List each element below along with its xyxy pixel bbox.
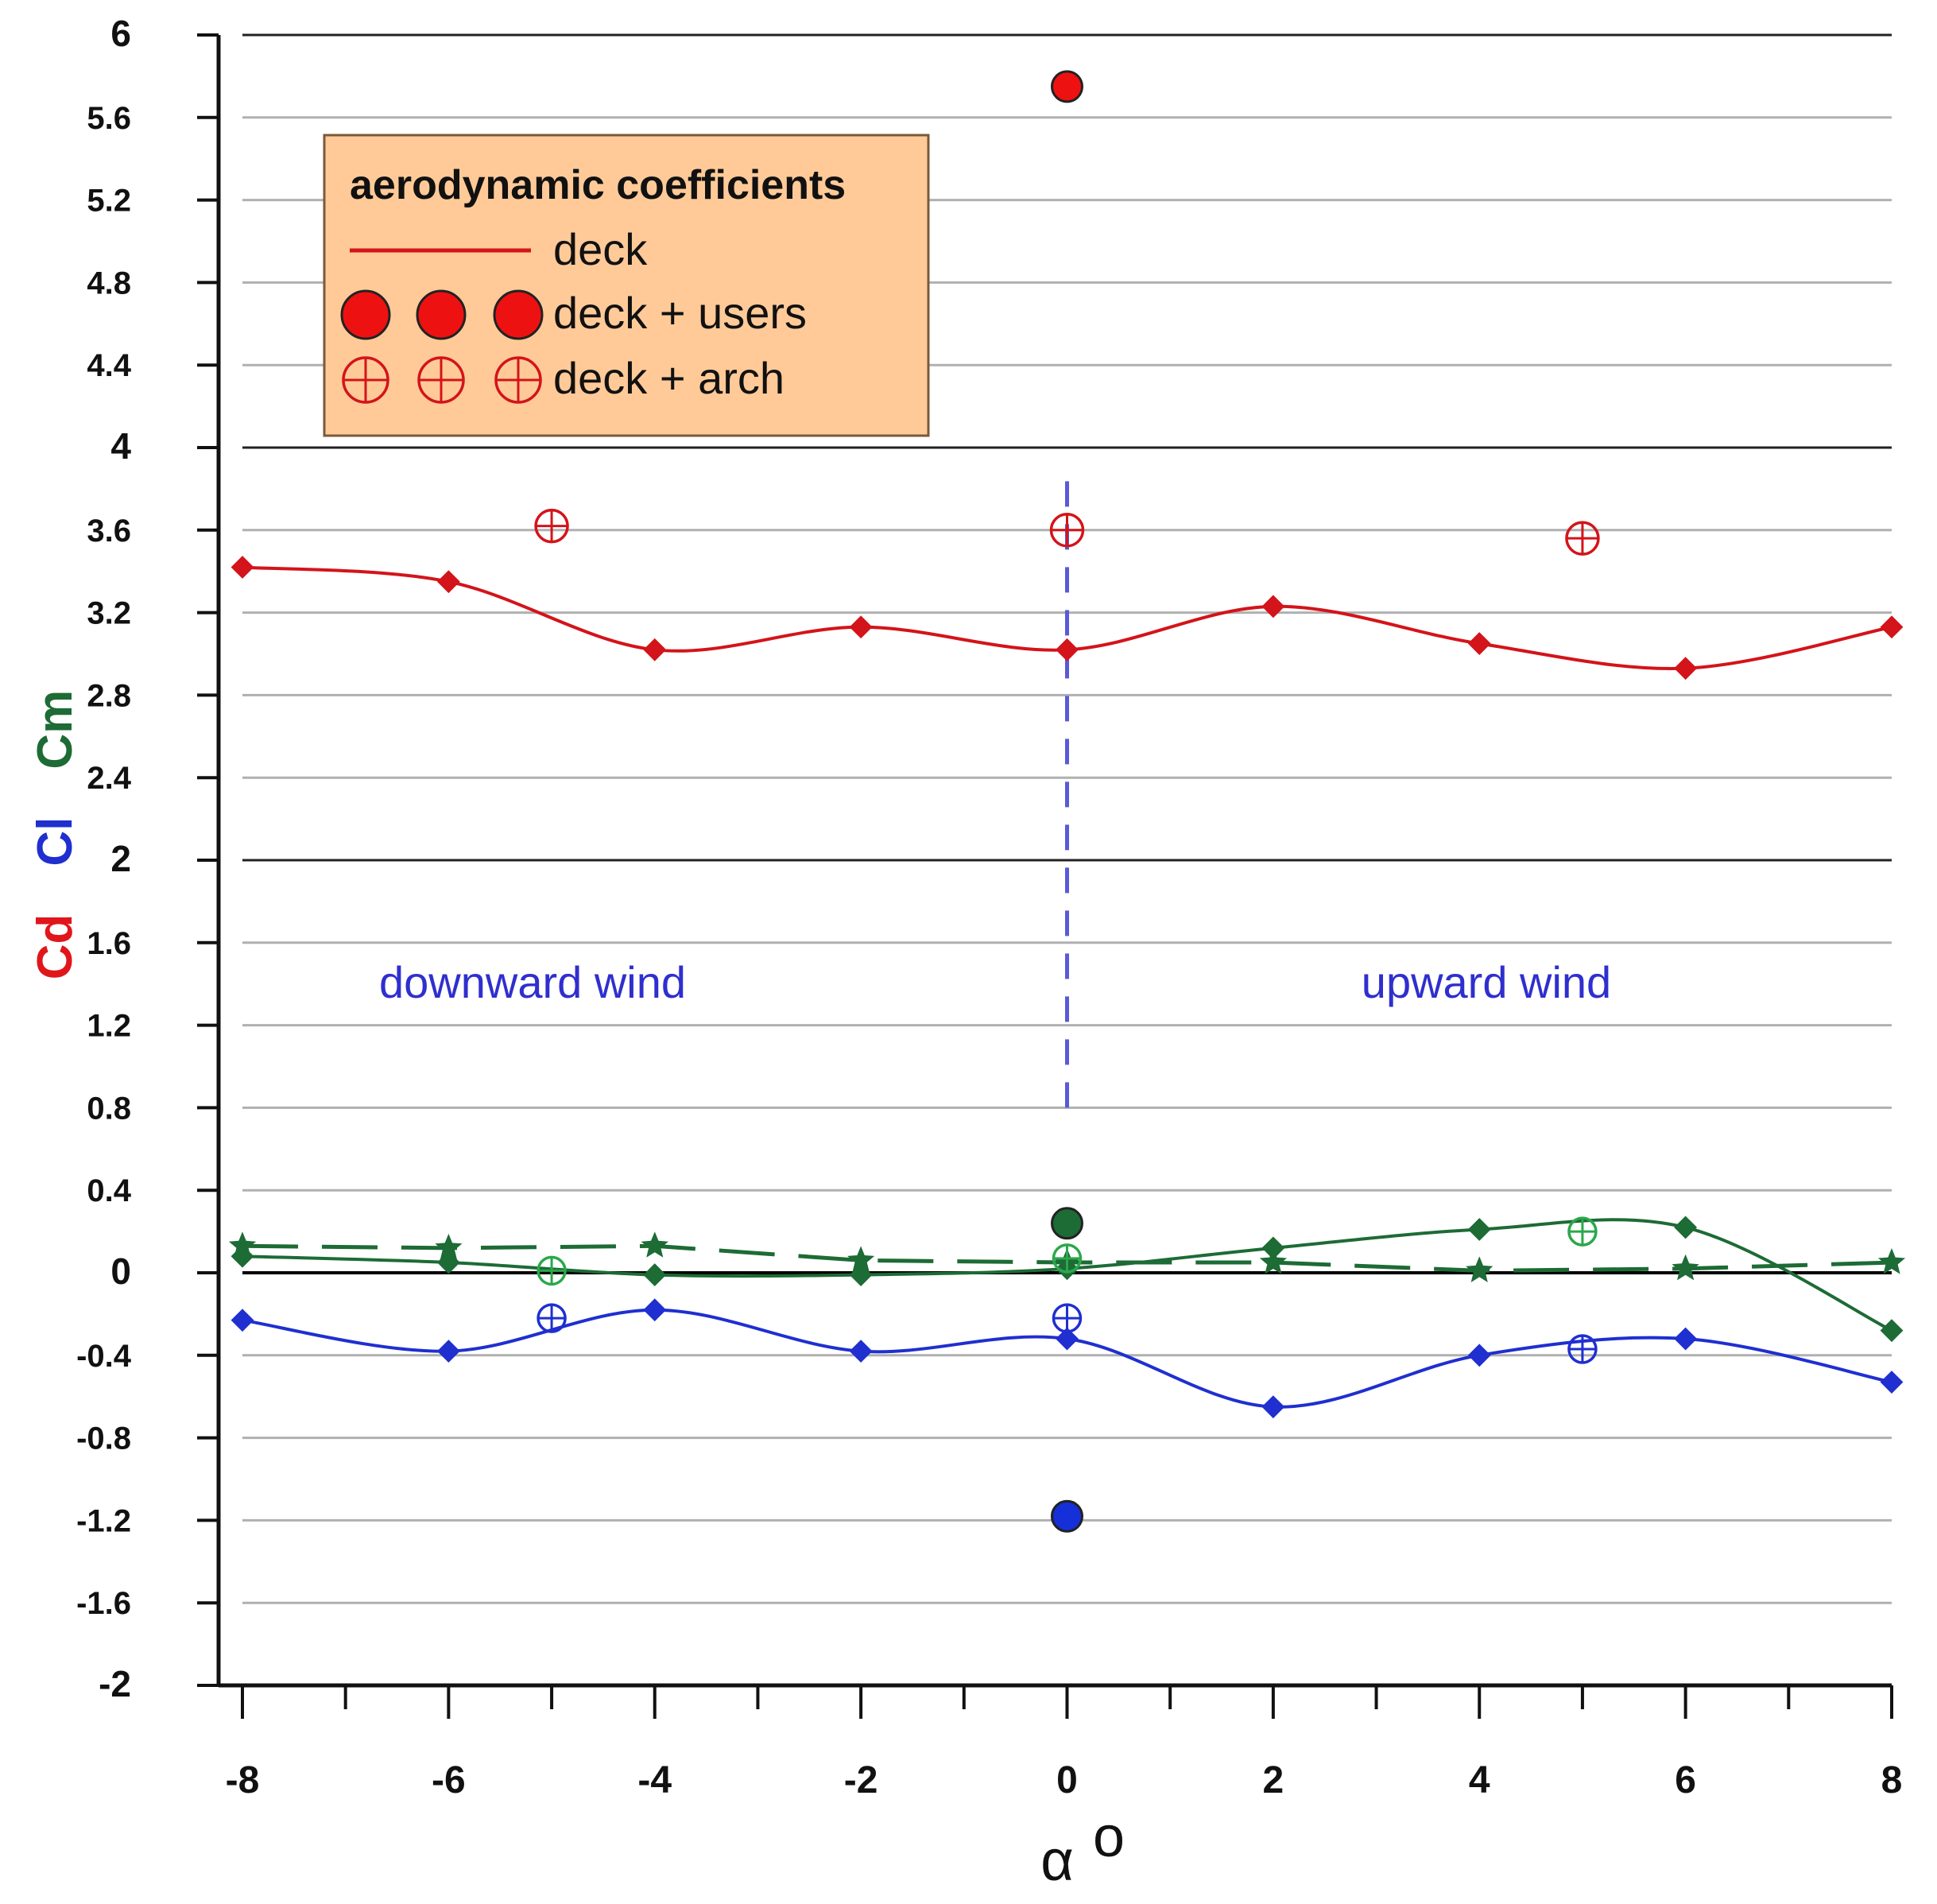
star-marker: [641, 1231, 668, 1258]
y-tick-label: 4.8: [87, 266, 131, 301]
legend-arch-marker: [494, 356, 542, 404]
legend-users-marker: [340, 289, 391, 340]
star-marker: [1877, 1248, 1906, 1274]
users-marker: [1051, 1207, 1083, 1240]
legend-arch-markers: [342, 356, 542, 404]
diamond-marker: [1056, 1327, 1079, 1351]
y-tick-label: 4.4: [87, 348, 131, 383]
y-tick-label: 2.8: [87, 678, 131, 713]
y-tick-label: 1.2: [87, 1009, 131, 1044]
diamond-marker: [436, 1340, 460, 1363]
arch-marker: [1567, 1334, 1598, 1364]
x-axis-label-sup: o: [1093, 1805, 1125, 1869]
y-tick-label: -2: [99, 1663, 131, 1704]
diamond-marker: [1880, 1371, 1904, 1394]
diamond-marker: [1880, 615, 1904, 639]
diamond-marker: [643, 1298, 667, 1322]
legend-users-marker: [416, 289, 467, 340]
extra-markers: [534, 70, 1600, 1533]
star-marker: [228, 1231, 257, 1258]
legend-entry-deck-arch: deck + arch: [553, 353, 784, 403]
y-tick-label: 2: [110, 838, 131, 879]
x-axis-label: α: [1040, 1829, 1074, 1893]
y-tick-label: 3.2: [87, 596, 131, 631]
legend: aerodynamic coefficients deck deck + use…: [323, 134, 930, 437]
diamond-marker: [1261, 1395, 1285, 1419]
users-marker: [1051, 1499, 1083, 1533]
diamond-marker: [849, 615, 873, 639]
diamond-marker: [1056, 638, 1079, 661]
diamond-marker: [849, 1340, 873, 1363]
x-tick-labels: -8 -6 -4 -2 0 2 4 6 8: [226, 1685, 1903, 1801]
x-tick-label: 6: [1675, 1759, 1696, 1801]
legend-users-markers: [340, 289, 544, 340]
y-tick-label: 2.4: [87, 761, 131, 796]
y-tick-label: -0.4: [76, 1339, 132, 1374]
diamond-marker: [1467, 1218, 1491, 1241]
users-marker: [1051, 70, 1083, 103]
legend-entry-deck: deck: [553, 224, 648, 274]
y-tick-labels: -2 -1.6 -1.2 -0.8 -0.4 0 0.4 0.8 1.2 1.6 2 2.4 2.8 3.…: [76, 13, 219, 1704]
ylabel-cm: Cm: [28, 690, 83, 770]
arch-marker: [534, 508, 569, 544]
x-tick-label: -4: [637, 1759, 672, 1801]
diamond-marker: [643, 638, 667, 661]
diamond-marker: [1467, 632, 1491, 655]
y-axis-label: Cd Cl Cm: [28, 690, 83, 980]
diamond-marker: [1880, 1319, 1904, 1343]
star-marker: [1466, 1256, 1493, 1282]
star-marker: [847, 1246, 875, 1272]
x-tick-label: -6: [432, 1759, 466, 1801]
diamond-marker: [1467, 1344, 1491, 1367]
x-tick-label: 4: [1469, 1759, 1490, 1801]
legend-arch-marker: [417, 356, 465, 404]
y-tick-label: 5.2: [87, 184, 131, 219]
y-tick-label: 4: [110, 425, 131, 467]
x-tick-label: 0: [1056, 1759, 1078, 1801]
star-marker: [435, 1233, 463, 1260]
star-marker: [1259, 1248, 1287, 1274]
ylabel-cd: Cd: [28, 914, 83, 980]
y-tick-label: -1.2: [76, 1503, 131, 1538]
legend-entry-deck-users: deck + users: [553, 288, 807, 338]
diamond-marker: [1674, 1216, 1698, 1239]
diamond-marker: [1674, 1327, 1698, 1351]
diamond-marker: [231, 556, 254, 579]
y-tick-label: 6: [110, 13, 131, 54]
star-marker: [1672, 1254, 1699, 1281]
arch-marker: [1052, 1243, 1083, 1274]
ylabel-cl: Cl: [28, 817, 83, 867]
x-tick-label: -2: [844, 1759, 878, 1801]
legend-arch-marker: [342, 356, 389, 404]
y-tick-label: 1.6: [87, 926, 131, 961]
y-tick-label: 0.4: [87, 1173, 131, 1208]
diamond-marker: [436, 570, 460, 594]
arch-marker: [537, 1303, 567, 1333]
arch-marker: [1567, 1216, 1598, 1247]
diamond-marker: [231, 1309, 254, 1332]
diamond-marker: [1261, 595, 1285, 619]
x-tick-label: 8: [1881, 1759, 1903, 1801]
y-tick-label: -1.6: [76, 1586, 131, 1621]
diamond-marker: [1674, 657, 1698, 681]
arch-marker: [537, 1255, 567, 1286]
annotation-upward: upward wind: [1362, 957, 1611, 1007]
legend-title: aerodynamic coefficients: [350, 162, 846, 208]
diamond-marker: [643, 1263, 667, 1287]
x-tick-label: -8: [226, 1759, 260, 1801]
legend-users-marker: [493, 289, 544, 340]
annotation-downward: downward wind: [379, 957, 686, 1007]
y-tick-label: 0: [110, 1251, 131, 1292]
y-tick-label: -0.8: [76, 1421, 131, 1456]
arch-marker: [1052, 1303, 1083, 1333]
y-tick-label: 3.6: [87, 514, 131, 549]
x-tick-label: 2: [1263, 1759, 1284, 1801]
arch-marker: [1049, 513, 1085, 548]
arch-marker: [1565, 521, 1600, 556]
y-tick-label: 0.8: [87, 1091, 131, 1126]
legend-box: [323, 134, 930, 437]
y-tick-label: 5.6: [87, 101, 131, 136]
